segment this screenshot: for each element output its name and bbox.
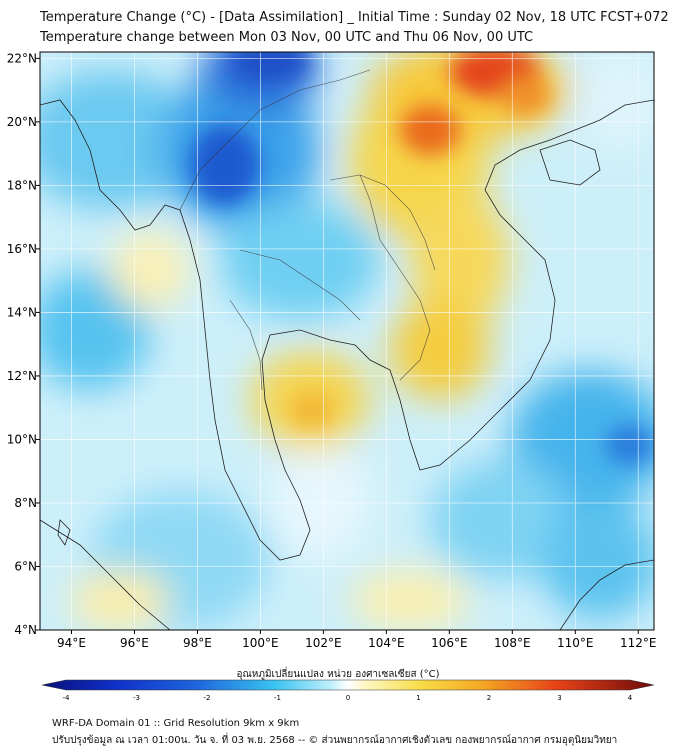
temperature-field xyxy=(40,52,654,630)
colorbar-label: อุณหภูมิเปลี่ยนแปลง หน่วย องศาเซลเซียส (… xyxy=(236,669,440,680)
lat-tick-label: 20°N xyxy=(7,115,37,129)
lat-tick-label: 10°N xyxy=(7,432,37,446)
longitude-axis: 94°E 96°E 98°E 100°E 102°E 104°E 106°E 108°E 110… xyxy=(57,630,657,650)
colorbar-tick-label: 3 xyxy=(557,694,561,702)
lon-tick-label: 108°E xyxy=(494,636,531,650)
coastline-hainan xyxy=(539,139,601,186)
footer-update-info: ปรับปรุงข้อมูล ณ เวลา 01:00น. วัน จ. ที่… xyxy=(52,735,618,746)
gridlines xyxy=(40,52,654,631)
lon-tick-label: 112°E xyxy=(620,636,657,650)
colorbar-tick-label: -2 xyxy=(204,694,211,702)
coastlines xyxy=(40,99,654,630)
lon-tick-label: 100°E xyxy=(242,636,279,650)
colorbar-tick-label: 1 xyxy=(416,694,420,702)
colorbar-tick-label: 4 xyxy=(628,694,633,702)
latitude-axis: 22°N 20°N 18°N 16°N 14°N 12°N 10°N 8°N 6°N 4°N xyxy=(7,51,40,637)
colorbar-tick-label: 0 xyxy=(346,694,350,702)
lat-tick-label: 4°N xyxy=(14,623,37,637)
colorbar-tick-label: 2 xyxy=(487,694,491,702)
lon-tick-label: 94°E xyxy=(57,636,86,650)
country-borders xyxy=(179,69,436,391)
colorbar-tick-label: -3 xyxy=(133,694,140,702)
coastline-mainland xyxy=(40,99,654,561)
lon-tick-label: 98°E xyxy=(183,636,212,650)
lat-tick-label: 14°N xyxy=(7,305,37,319)
lon-tick-label: 96°E xyxy=(120,636,149,650)
lon-tick-label: 104°E xyxy=(368,636,405,650)
colorbar-bar xyxy=(41,679,655,691)
lat-tick-label: 8°N xyxy=(14,496,37,510)
lon-tick-label: 110°E xyxy=(557,636,594,650)
coastline-islands xyxy=(57,519,71,546)
plot-frame xyxy=(39,51,655,631)
lat-tick-label: 18°N xyxy=(7,178,37,192)
lat-tick-label: 12°N xyxy=(7,369,37,383)
map-title: Temperature Change (°C) - [Data Assimila… xyxy=(40,10,669,25)
coastline-borneo xyxy=(559,559,654,630)
colorbar-ticks: -4 -3 -2 -1 0 1 2 3 4 xyxy=(63,694,633,702)
lon-tick-label: 102°E xyxy=(305,636,342,650)
map-subtitle: Temperature change between Mon 03 Nov, 0… xyxy=(40,30,534,45)
lat-tick-label: 16°N xyxy=(7,242,37,256)
lon-tick-label: 106°E xyxy=(431,636,468,650)
colorbar-tick-label: -1 xyxy=(274,694,281,702)
colorbar: -4 -3 -2 -1 0 1 2 3 4 xyxy=(41,679,655,702)
lat-tick-label: 6°N xyxy=(14,559,37,573)
colorbar-tick-label: -4 xyxy=(63,694,71,702)
lat-tick-label: 22°N xyxy=(7,51,37,65)
footer-model-info: WRF-DA Domain 01 :: Grid Resolution 9km … xyxy=(52,718,300,729)
coastline-sumatra xyxy=(40,519,171,630)
